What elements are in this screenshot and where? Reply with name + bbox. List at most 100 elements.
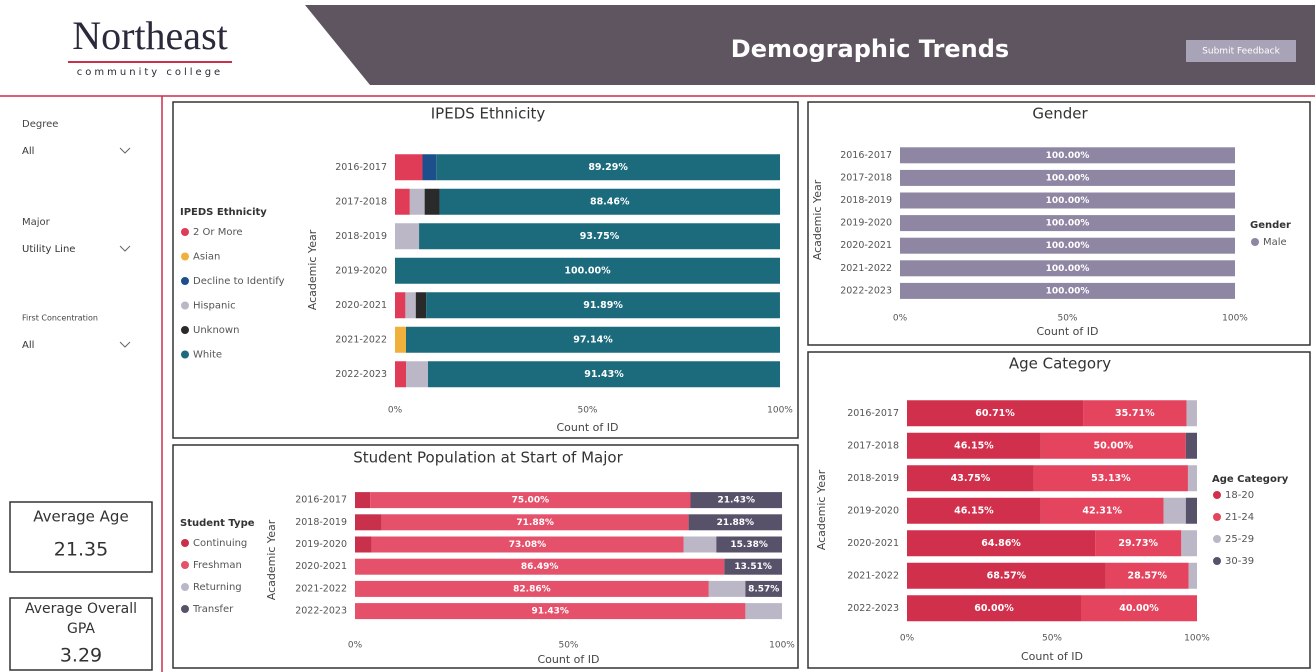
y-tick-label: 2022-2023 (335, 369, 387, 380)
y-tick-label: 2019-2020 (847, 505, 899, 516)
x-axis-title: Count of ID (557, 421, 619, 434)
x-tick-label: 50% (1057, 314, 1077, 324)
bar-segment (907, 595, 1081, 622)
bar-segment (745, 580, 782, 597)
bar-segment (907, 562, 1106, 589)
legend-label: Decline to Identify (193, 276, 285, 287)
legend-label: 2 Or More (193, 227, 243, 238)
data-label: 100.00% (564, 265, 611, 276)
bar-segment (1186, 400, 1197, 427)
bar-segment (370, 492, 691, 509)
bar-segment (716, 536, 782, 553)
x-axis-title: Count of ID (1037, 325, 1099, 338)
bar-segment (708, 580, 746, 597)
bar-segment (900, 169, 1235, 186)
bar-segment (424, 188, 440, 215)
dropdown-chevron[interactable] (119, 245, 131, 252)
panel (172, 444, 799, 669)
x-tick-label: 100% (1184, 634, 1210, 644)
feedback-button[interactable] (1186, 40, 1296, 62)
bar-segment (395, 257, 780, 284)
legend-label: Returning (193, 582, 242, 593)
data-label: 60.00% (974, 603, 1014, 614)
filter-value[interactable]: Utility Line (22, 244, 75, 255)
x-tick-label: 50% (558, 641, 578, 651)
data-label: 100.00% (1046, 286, 1090, 296)
legend-label: Unknown (193, 325, 239, 336)
filter-value[interactable]: All (22, 146, 34, 157)
y-tick-label: 2016-2017 (840, 150, 892, 161)
filter-label: Major (22, 217, 51, 228)
bar-segment (355, 580, 709, 597)
y-tick-label: 2020-2021 (295, 561, 347, 572)
y-tick-label: 2021-2022 (335, 334, 387, 345)
logo-sub: community college (77, 67, 223, 78)
bar-segment (907, 400, 1084, 427)
y-tick-label: 2021-2022 (840, 263, 892, 274)
data-label: 13.51% (734, 562, 772, 572)
bar-segment (355, 536, 372, 553)
legend-title: Age Category (1212, 474, 1289, 485)
data-label: 75.00% (512, 496, 550, 506)
bar-segment (1040, 432, 1186, 459)
bar-segment (395, 292, 406, 319)
legend-title: Gender (1250, 220, 1291, 231)
bar-segment (371, 536, 684, 553)
dropdown-chevron[interactable] (119, 147, 131, 154)
data-label: 53.13% (1091, 473, 1131, 484)
data-label: 50.00% (1094, 440, 1134, 451)
bar-segment (395, 223, 420, 250)
y-tick-label: 2018-2019 (847, 473, 899, 484)
data-label: 21.88% (717, 518, 755, 528)
bar-segment (439, 188, 781, 215)
bar-segment (1163, 497, 1186, 524)
feedback-button-label[interactable]: Submit Feedback (1202, 47, 1280, 57)
filter-value[interactable]: All (22, 340, 34, 351)
kpi-label: Average Age (33, 508, 128, 526)
data-label: 100.00% (1046, 196, 1090, 206)
data-label: 93.75% (580, 231, 620, 242)
dropdown-chevron[interactable] (119, 341, 131, 348)
data-label: 91.43% (531, 607, 569, 617)
chart-title: Gender (1032, 105, 1088, 123)
legend-marker (181, 228, 189, 236)
data-label: 35.71% (1115, 408, 1155, 419)
legend-title: IPEDS Ethnicity (180, 207, 267, 218)
y-tick-label: 2016-2017 (847, 408, 899, 419)
y-tick-label: 2022-2023 (840, 285, 892, 296)
bar-segment (355, 514, 382, 531)
bar-segment (1188, 562, 1197, 589)
legend-label: 18-20 (1225, 490, 1254, 501)
bar-segment (1185, 497, 1197, 524)
bar-segment (355, 558, 725, 575)
bar-segment (426, 292, 780, 319)
page-title: Demographic Trends (731, 35, 1009, 63)
data-label: 89.29% (588, 162, 628, 173)
logo-name: Northeast (72, 13, 228, 58)
bar-segment (406, 326, 780, 353)
data-label: 71.88% (516, 518, 554, 528)
bar-segment (683, 536, 717, 553)
y-axis-title: Academic Year (306, 229, 319, 310)
y-tick-label: 2020-2021 (335, 300, 387, 311)
header-band (305, 5, 1315, 85)
bar-segment (1181, 530, 1197, 557)
bar-segment (1033, 465, 1188, 492)
bar-segment (1040, 497, 1164, 524)
bar-segment (395, 361, 407, 388)
x-tick-label: 0% (348, 641, 363, 651)
data-label: 73.08% (509, 540, 547, 550)
bar-segment (724, 558, 782, 575)
data-label: 43.75% (951, 473, 991, 484)
x-tick-label: 50% (577, 406, 597, 416)
data-label: 29.73% (1118, 538, 1158, 549)
legend-marker (1213, 491, 1221, 499)
bar-segment (1095, 530, 1182, 557)
y-tick-label: 2016-2017 (335, 162, 387, 173)
bar-segment (907, 497, 1041, 524)
y-tick-label: 2022-2023 (847, 603, 899, 614)
legend-marker (181, 539, 189, 547)
legend-label: Continuing (193, 538, 247, 549)
legend-marker (1213, 535, 1221, 543)
